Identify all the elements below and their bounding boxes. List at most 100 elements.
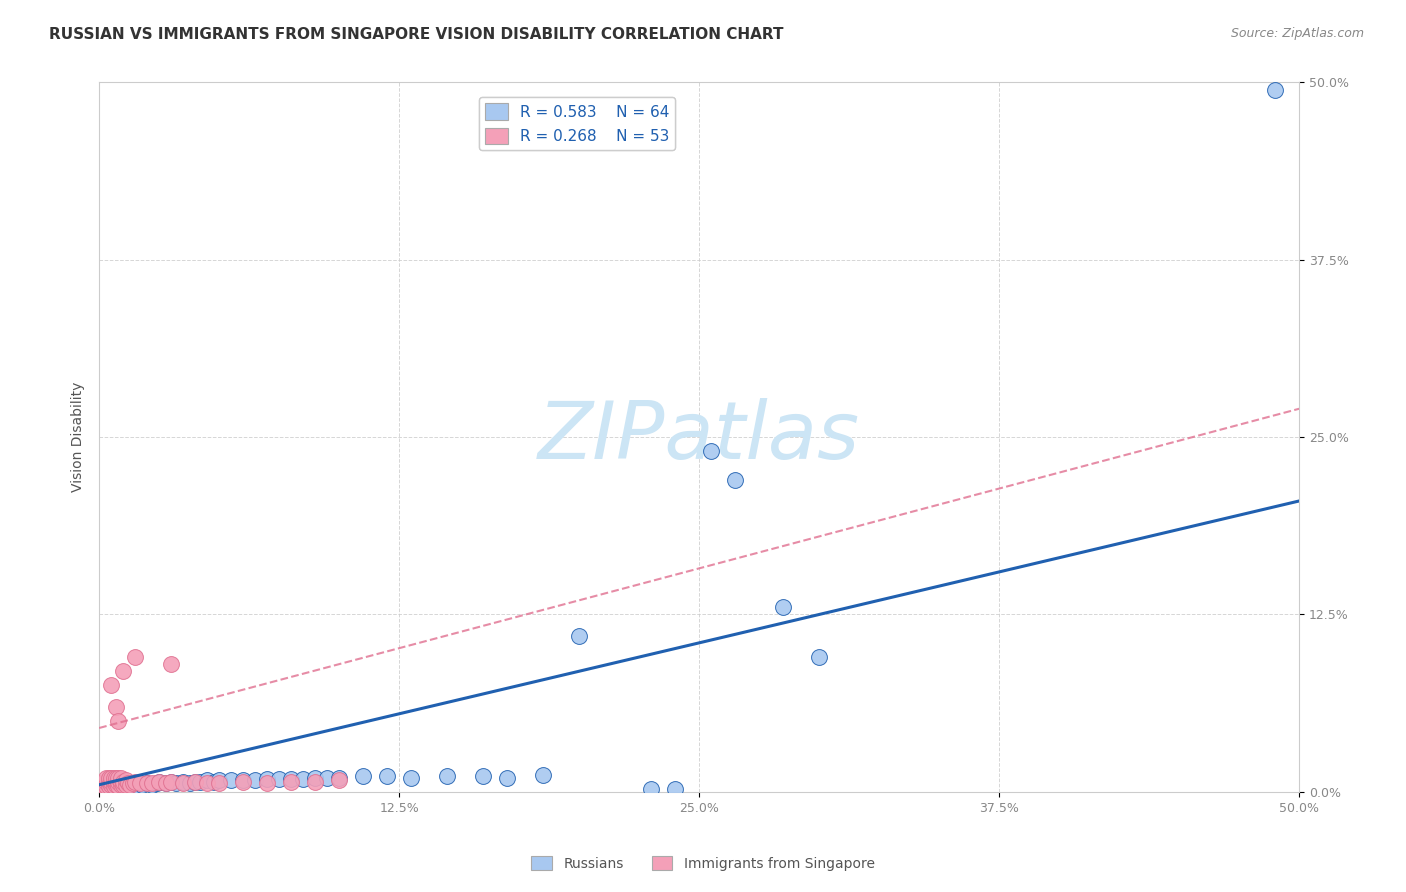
Point <box>104 699 127 714</box>
Point <box>280 772 302 786</box>
Point <box>202 775 225 789</box>
Point <box>179 776 201 790</box>
Point <box>160 657 183 672</box>
Point <box>103 780 125 795</box>
Point <box>1264 82 1286 96</box>
Point <box>96 778 118 792</box>
Point <box>141 778 163 792</box>
Point <box>112 780 135 795</box>
Point <box>93 775 115 789</box>
Point <box>110 775 132 789</box>
Point <box>124 775 146 789</box>
Point <box>160 775 183 789</box>
Point <box>664 782 686 797</box>
Point <box>93 779 115 793</box>
Point <box>136 776 159 790</box>
Point <box>100 678 122 692</box>
Point <box>640 782 662 797</box>
Point <box>472 769 495 783</box>
Point <box>531 768 554 782</box>
Point <box>292 772 315 786</box>
Point <box>96 782 118 797</box>
Y-axis label: Vision Disability: Vision Disability <box>72 382 86 492</box>
Point <box>155 776 177 790</box>
Point <box>436 769 458 783</box>
Point <box>772 600 794 615</box>
Point <box>97 780 120 795</box>
Point <box>232 773 254 788</box>
Text: ZIPatlas: ZIPatlas <box>538 398 860 476</box>
Legend: Russians, Immigrants from Singapore: Russians, Immigrants from Singapore <box>526 850 880 876</box>
Point <box>90 782 112 797</box>
Point <box>107 775 129 789</box>
Point <box>114 778 136 792</box>
Point <box>195 773 218 788</box>
Point <box>107 780 129 795</box>
Point <box>808 650 831 665</box>
Point <box>243 773 266 788</box>
Point <box>184 775 207 789</box>
Point <box>256 776 278 790</box>
Point <box>188 775 211 789</box>
Point <box>280 775 302 789</box>
Point <box>104 771 127 785</box>
Point <box>117 776 139 790</box>
Point <box>131 778 153 792</box>
Point <box>97 775 120 789</box>
Point <box>110 778 132 792</box>
Point <box>104 775 127 789</box>
Point <box>172 775 194 789</box>
Point <box>120 778 142 792</box>
Point <box>100 778 122 792</box>
Point <box>172 776 194 790</box>
Point <box>117 779 139 793</box>
Point <box>352 769 374 783</box>
Point <box>121 779 143 793</box>
Point <box>496 771 519 785</box>
Point <box>103 775 125 789</box>
Point <box>112 778 135 792</box>
Point <box>110 771 132 785</box>
Point <box>316 771 339 785</box>
Point <box>124 650 146 665</box>
Point <box>304 775 326 789</box>
Point <box>97 779 120 793</box>
Point <box>120 778 142 792</box>
Point <box>103 776 125 790</box>
Point <box>195 776 218 790</box>
Point <box>256 772 278 786</box>
Point <box>110 779 132 793</box>
Point <box>184 775 207 789</box>
Point <box>127 779 149 793</box>
Point <box>568 629 591 643</box>
Point <box>107 714 129 728</box>
Point <box>208 773 231 788</box>
Point <box>93 780 115 795</box>
Point <box>103 771 125 785</box>
Point <box>104 778 127 792</box>
Point <box>96 775 118 789</box>
Point <box>219 773 242 788</box>
Point <box>375 769 398 783</box>
Legend: R = 0.583    N = 64, R = 0.268    N = 53: R = 0.583 N = 64, R = 0.268 N = 53 <box>479 97 675 151</box>
Point <box>269 772 291 786</box>
Point <box>93 779 115 793</box>
Text: RUSSIAN VS IMMIGRANTS FROM SINGAPORE VISION DISABILITY CORRELATION CHART: RUSSIAN VS IMMIGRANTS FROM SINGAPORE VIS… <box>49 27 783 42</box>
Point <box>136 776 159 790</box>
Point <box>96 779 118 793</box>
Point <box>112 775 135 789</box>
Point <box>165 776 187 790</box>
Point <box>100 771 122 785</box>
Point <box>114 778 136 792</box>
Point <box>328 773 350 788</box>
Point <box>112 665 135 679</box>
Point <box>148 775 170 789</box>
Point <box>141 776 163 790</box>
Point <box>121 776 143 790</box>
Point <box>160 775 183 789</box>
Point <box>103 779 125 793</box>
Point <box>107 776 129 790</box>
Point <box>107 771 129 785</box>
Point <box>129 776 152 790</box>
Point <box>112 776 135 790</box>
